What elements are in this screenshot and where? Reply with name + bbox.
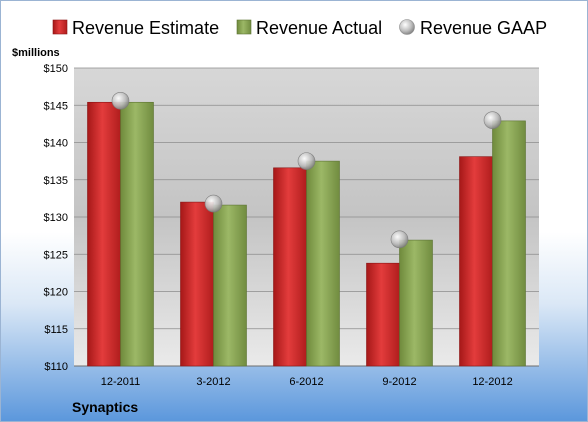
- y-tick-label: $110: [44, 361, 68, 373]
- y-tick-label: $145: [44, 100, 68, 112]
- bar-actual: [120, 101, 154, 367]
- marker-gaap: [204, 194, 223, 213]
- bar-actual: [306, 160, 340, 367]
- bar-actual: [213, 204, 247, 367]
- legend-item-gaap: Revenue GAAP: [399, 18, 547, 38]
- bar-actual: [492, 120, 526, 367]
- marker-gaap: [483, 111, 502, 129]
- gaap-markers: [111, 91, 502, 249]
- bar-estimate: [87, 101, 121, 367]
- bar-estimate: [180, 201, 214, 367]
- y-tick-label: $115: [44, 324, 68, 336]
- x-tick-label: 9-2012: [382, 376, 416, 388]
- legend-swatch-estimate: [52, 19, 68, 35]
- bar-actual: [399, 239, 433, 367]
- legend-item-actual: Revenue Actual: [236, 18, 382, 38]
- marker-gaap: [297, 152, 316, 170]
- marker-gaap: [111, 91, 130, 110]
- x-tick-label: 12-2012: [472, 376, 512, 388]
- y-tick-label: $125: [44, 249, 68, 261]
- bars: [87, 101, 526, 367]
- y-tick-label: $130: [44, 212, 68, 224]
- legend-swatch-actual: [236, 19, 252, 35]
- bar-estimate: [273, 167, 307, 367]
- legend-marker-gaap: [399, 19, 415, 35]
- y-tick-label: $140: [44, 138, 68, 150]
- company-name: Synaptics: [72, 399, 138, 415]
- marker-gaap: [390, 230, 409, 249]
- legend: Revenue Estimate Revenue Actual Revenue …: [52, 18, 547, 38]
- bar-estimate: [459, 156, 493, 367]
- y-tick-label: $135: [44, 175, 68, 187]
- legend-label-estimate: Revenue Estimate: [72, 18, 219, 38]
- x-axis-ticks: 12-2011 3-2012 6-2012 9-2012 12-2012: [101, 376, 513, 388]
- x-tick-label: 6-2012: [289, 376, 323, 388]
- bar-estimate: [366, 262, 400, 367]
- y-axis-label: $millions: [12, 47, 60, 59]
- y-tick-label: $120: [44, 287, 68, 299]
- x-tick-label: 12-2011: [101, 376, 141, 388]
- legend-label-actual: Revenue Actual: [256, 18, 382, 38]
- x-tick-label: 3-2012: [196, 376, 230, 388]
- y-axis-ticks: $110 $115 $120 $125 $130 $135 $140 $145 $150: [44, 63, 68, 373]
- legend-label-gaap: Revenue GAAP: [420, 18, 547, 38]
- legend-item-estimate: Revenue Estimate: [52, 18, 219, 38]
- y-tick-label: $150: [44, 63, 68, 75]
